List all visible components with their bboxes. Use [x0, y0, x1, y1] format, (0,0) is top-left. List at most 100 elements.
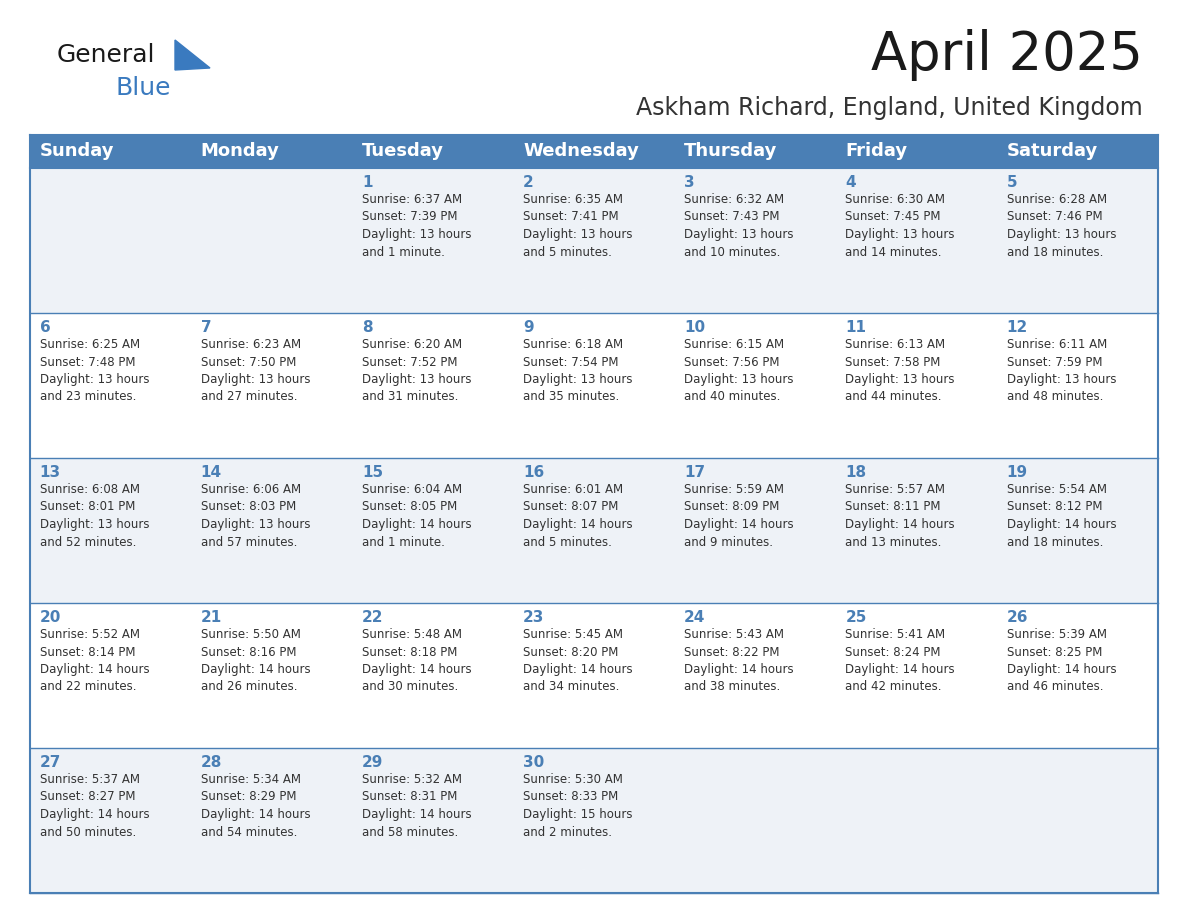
Text: 20: 20 [39, 610, 61, 625]
Bar [513, 313, 675, 458]
Bar [191, 168, 353, 313]
Bar [191, 313, 353, 458]
Text: 25: 25 [846, 610, 867, 625]
Bar [30, 458, 191, 603]
Bar [997, 748, 1158, 893]
Text: Sunrise: 5:37 AM
Sunset: 8:27 PM
Daylight: 14 hours
and 50 minutes.: Sunrise: 5:37 AM Sunset: 8:27 PM Dayligh… [39, 773, 150, 838]
Text: Sunrise: 5:30 AM
Sunset: 8:33 PM
Daylight: 15 hours
and 2 minutes.: Sunrise: 5:30 AM Sunset: 8:33 PM Dayligh… [523, 773, 632, 838]
Bar [835, 603, 997, 748]
Bar [835, 168, 997, 313]
Text: General: General [57, 43, 156, 67]
Bar [353, 603, 513, 748]
Text: 6: 6 [39, 320, 50, 335]
Text: Sunrise: 6:35 AM
Sunset: 7:41 PM
Daylight: 13 hours
and 5 minutes.: Sunrise: 6:35 AM Sunset: 7:41 PM Dayligh… [523, 193, 632, 259]
Text: Sunrise: 5:41 AM
Sunset: 8:24 PM
Daylight: 14 hours
and 42 minutes.: Sunrise: 5:41 AM Sunset: 8:24 PM Dayligh… [846, 628, 955, 693]
Bar [513, 458, 675, 603]
Text: Sunrise: 5:59 AM
Sunset: 8:09 PM
Daylight: 14 hours
and 9 minutes.: Sunrise: 5:59 AM Sunset: 8:09 PM Dayligh… [684, 483, 794, 548]
Text: 10: 10 [684, 320, 706, 335]
Text: 15: 15 [362, 465, 383, 480]
Text: 14: 14 [201, 465, 222, 480]
Text: Sunrise: 6:37 AM
Sunset: 7:39 PM
Daylight: 13 hours
and 1 minute.: Sunrise: 6:37 AM Sunset: 7:39 PM Dayligh… [362, 193, 472, 259]
Bar [191, 748, 353, 893]
Text: Monday: Monday [201, 142, 279, 161]
Text: Sunrise: 5:48 AM
Sunset: 8:18 PM
Daylight: 14 hours
and 30 minutes.: Sunrise: 5:48 AM Sunset: 8:18 PM Dayligh… [362, 628, 472, 693]
Text: Sunrise: 6:32 AM
Sunset: 7:43 PM
Daylight: 13 hours
and 10 minutes.: Sunrise: 6:32 AM Sunset: 7:43 PM Dayligh… [684, 193, 794, 259]
Text: Sunrise: 5:45 AM
Sunset: 8:20 PM
Daylight: 14 hours
and 34 minutes.: Sunrise: 5:45 AM Sunset: 8:20 PM Dayligh… [523, 628, 633, 693]
Text: Sunrise: 6:11 AM
Sunset: 7:59 PM
Daylight: 13 hours
and 48 minutes.: Sunrise: 6:11 AM Sunset: 7:59 PM Dayligh… [1006, 338, 1116, 404]
Text: 19: 19 [1006, 465, 1028, 480]
Text: Sunrise: 5:54 AM
Sunset: 8:12 PM
Daylight: 14 hours
and 18 minutes.: Sunrise: 5:54 AM Sunset: 8:12 PM Dayligh… [1006, 483, 1117, 548]
Text: April 2025: April 2025 [871, 29, 1143, 81]
Text: 29: 29 [362, 755, 384, 770]
Bar [513, 748, 675, 893]
Text: Sunrise: 6:13 AM
Sunset: 7:58 PM
Daylight: 13 hours
and 44 minutes.: Sunrise: 6:13 AM Sunset: 7:58 PM Dayligh… [846, 338, 955, 404]
Bar [675, 313, 835, 458]
Text: Askham Richard, England, United Kingdom: Askham Richard, England, United Kingdom [637, 96, 1143, 120]
Text: 3: 3 [684, 175, 695, 190]
Bar [30, 748, 191, 893]
Bar [835, 313, 997, 458]
Text: Sunrise: 5:43 AM
Sunset: 8:22 PM
Daylight: 14 hours
and 38 minutes.: Sunrise: 5:43 AM Sunset: 8:22 PM Dayligh… [684, 628, 794, 693]
Bar [675, 603, 835, 748]
Bar [30, 168, 191, 313]
Text: 16: 16 [523, 465, 544, 480]
Text: Sunrise: 5:39 AM
Sunset: 8:25 PM
Daylight: 14 hours
and 46 minutes.: Sunrise: 5:39 AM Sunset: 8:25 PM Dayligh… [1006, 628, 1117, 693]
Text: Blue: Blue [115, 76, 171, 100]
Bar [353, 458, 513, 603]
Bar [997, 458, 1158, 603]
Bar [191, 603, 353, 748]
Text: 7: 7 [201, 320, 211, 335]
Bar [30, 313, 191, 458]
Bar [675, 168, 835, 313]
Text: Sunday: Sunday [39, 142, 114, 161]
Text: Sunrise: 5:32 AM
Sunset: 8:31 PM
Daylight: 14 hours
and 58 minutes.: Sunrise: 5:32 AM Sunset: 8:31 PM Dayligh… [362, 773, 472, 838]
Text: 9: 9 [523, 320, 533, 335]
Text: Saturday: Saturday [1006, 142, 1098, 161]
Text: Sunrise: 6:04 AM
Sunset: 8:05 PM
Daylight: 14 hours
and 1 minute.: Sunrise: 6:04 AM Sunset: 8:05 PM Dayligh… [362, 483, 472, 548]
Text: Sunrise: 6:23 AM
Sunset: 7:50 PM
Daylight: 13 hours
and 27 minutes.: Sunrise: 6:23 AM Sunset: 7:50 PM Dayligh… [201, 338, 310, 404]
Text: Sunrise: 5:50 AM
Sunset: 8:16 PM
Daylight: 14 hours
and 26 minutes.: Sunrise: 5:50 AM Sunset: 8:16 PM Dayligh… [201, 628, 310, 693]
Text: Sunrise: 6:15 AM
Sunset: 7:56 PM
Daylight: 13 hours
and 40 minutes.: Sunrise: 6:15 AM Sunset: 7:56 PM Dayligh… [684, 338, 794, 404]
Text: Wednesday: Wednesday [523, 142, 639, 161]
Text: Sunrise: 6:08 AM
Sunset: 8:01 PM
Daylight: 13 hours
and 52 minutes.: Sunrise: 6:08 AM Sunset: 8:01 PM Dayligh… [39, 483, 150, 548]
Text: Sunrise: 6:28 AM
Sunset: 7:46 PM
Daylight: 13 hours
and 18 minutes.: Sunrise: 6:28 AM Sunset: 7:46 PM Dayligh… [1006, 193, 1116, 259]
Text: 22: 22 [362, 610, 384, 625]
Polygon shape [175, 40, 210, 70]
Bar [997, 603, 1158, 748]
Text: 18: 18 [846, 465, 866, 480]
Bar [513, 168, 675, 313]
Text: 13: 13 [39, 465, 61, 480]
Bar [30, 603, 191, 748]
Bar [835, 748, 997, 893]
Text: Sunrise: 6:18 AM
Sunset: 7:54 PM
Daylight: 13 hours
and 35 minutes.: Sunrise: 6:18 AM Sunset: 7:54 PM Dayligh… [523, 338, 632, 404]
Text: Sunrise: 6:20 AM
Sunset: 7:52 PM
Daylight: 13 hours
and 31 minutes.: Sunrise: 6:20 AM Sunset: 7:52 PM Dayligh… [362, 338, 472, 404]
Text: 11: 11 [846, 320, 866, 335]
Text: Friday: Friday [846, 142, 908, 161]
Text: 27: 27 [39, 755, 61, 770]
Text: Tuesday: Tuesday [362, 142, 444, 161]
Text: Sunrise: 5:52 AM
Sunset: 8:14 PM
Daylight: 14 hours
and 22 minutes.: Sunrise: 5:52 AM Sunset: 8:14 PM Dayligh… [39, 628, 150, 693]
Bar [30, 135, 1158, 168]
Bar [675, 458, 835, 603]
Text: 12: 12 [1006, 320, 1028, 335]
Text: 26: 26 [1006, 610, 1028, 625]
Text: Sunrise: 6:30 AM
Sunset: 7:45 PM
Daylight: 13 hours
and 14 minutes.: Sunrise: 6:30 AM Sunset: 7:45 PM Dayligh… [846, 193, 955, 259]
Text: Sunrise: 5:34 AM
Sunset: 8:29 PM
Daylight: 14 hours
and 54 minutes.: Sunrise: 5:34 AM Sunset: 8:29 PM Dayligh… [201, 773, 310, 838]
Text: 8: 8 [362, 320, 373, 335]
Text: 5: 5 [1006, 175, 1017, 190]
Text: Sunrise: 6:25 AM
Sunset: 7:48 PM
Daylight: 13 hours
and 23 minutes.: Sunrise: 6:25 AM Sunset: 7:48 PM Dayligh… [39, 338, 150, 404]
Bar [997, 168, 1158, 313]
Text: Sunrise: 6:01 AM
Sunset: 8:07 PM
Daylight: 14 hours
and 5 minutes.: Sunrise: 6:01 AM Sunset: 8:07 PM Dayligh… [523, 483, 633, 548]
Text: Sunrise: 6:06 AM
Sunset: 8:03 PM
Daylight: 13 hours
and 57 minutes.: Sunrise: 6:06 AM Sunset: 8:03 PM Dayligh… [201, 483, 310, 548]
Bar [997, 313, 1158, 458]
Bar [675, 748, 835, 893]
Bar [191, 458, 353, 603]
Text: 17: 17 [684, 465, 706, 480]
Text: 28: 28 [201, 755, 222, 770]
Text: 24: 24 [684, 610, 706, 625]
Text: 1: 1 [362, 175, 373, 190]
Bar [513, 603, 675, 748]
Text: 4: 4 [846, 175, 857, 190]
Text: 2: 2 [523, 175, 533, 190]
Text: 21: 21 [201, 610, 222, 625]
